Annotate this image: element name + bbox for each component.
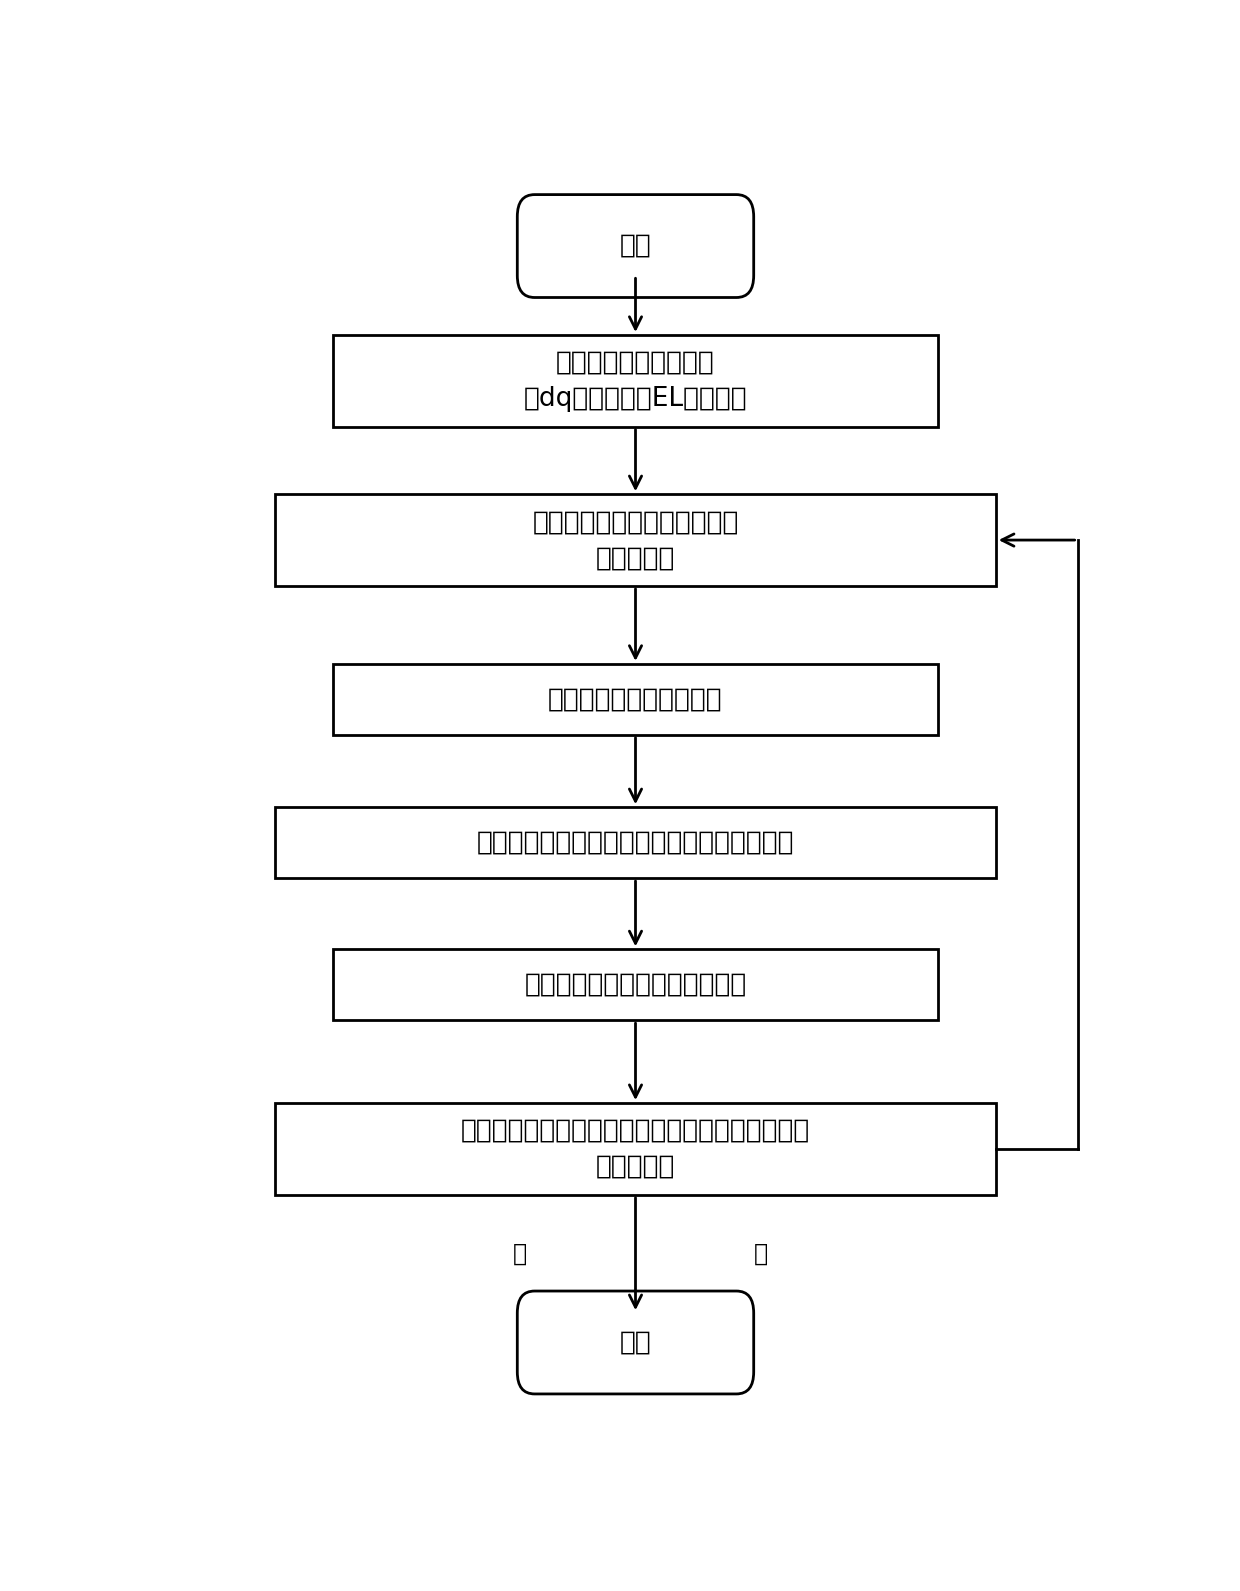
Text: 证明系统的无源性性以及求解
期望平衡点: 证明系统的无源性性以及求解 期望平衡点 [532, 509, 739, 571]
Bar [332, 334, 939, 426]
Text: 否: 否 [754, 1243, 768, 1266]
Text: 结束: 结束 [620, 1330, 651, 1356]
Text: 开始: 开始 [620, 232, 651, 259]
Text: 若满足要求，即直流环节电压与其设定値之差小于
设定误差値: 若满足要求，即直流环节电压与其设定値之差小于 设定误差値 [461, 1118, 810, 1181]
Text: 将求得的控制器带入仓真系统中: 将求得的控制器带入仓真系统中 [525, 972, 746, 998]
Bar [332, 663, 939, 735]
Bar [275, 807, 996, 878]
FancyBboxPatch shape [517, 1290, 754, 1394]
Text: 设计二维模糊控制器，实现注入阻尼的自整定: 设计二维模糊控制器，实现注入阻尼的自整定 [476, 829, 795, 856]
Bar [275, 495, 996, 585]
Text: 注入阻尼求解无源控制器: 注入阻尼求解无源控制器 [548, 686, 723, 713]
Bar [275, 1103, 996, 1195]
Text: 动车组网测脉冲整流器
在dq坐标系下的EL数学模型: 动车组网测脉冲整流器 在dq坐标系下的EL数学模型 [523, 350, 748, 412]
Bar [332, 950, 939, 1020]
Text: 是: 是 [513, 1243, 527, 1266]
FancyBboxPatch shape [517, 194, 754, 298]
